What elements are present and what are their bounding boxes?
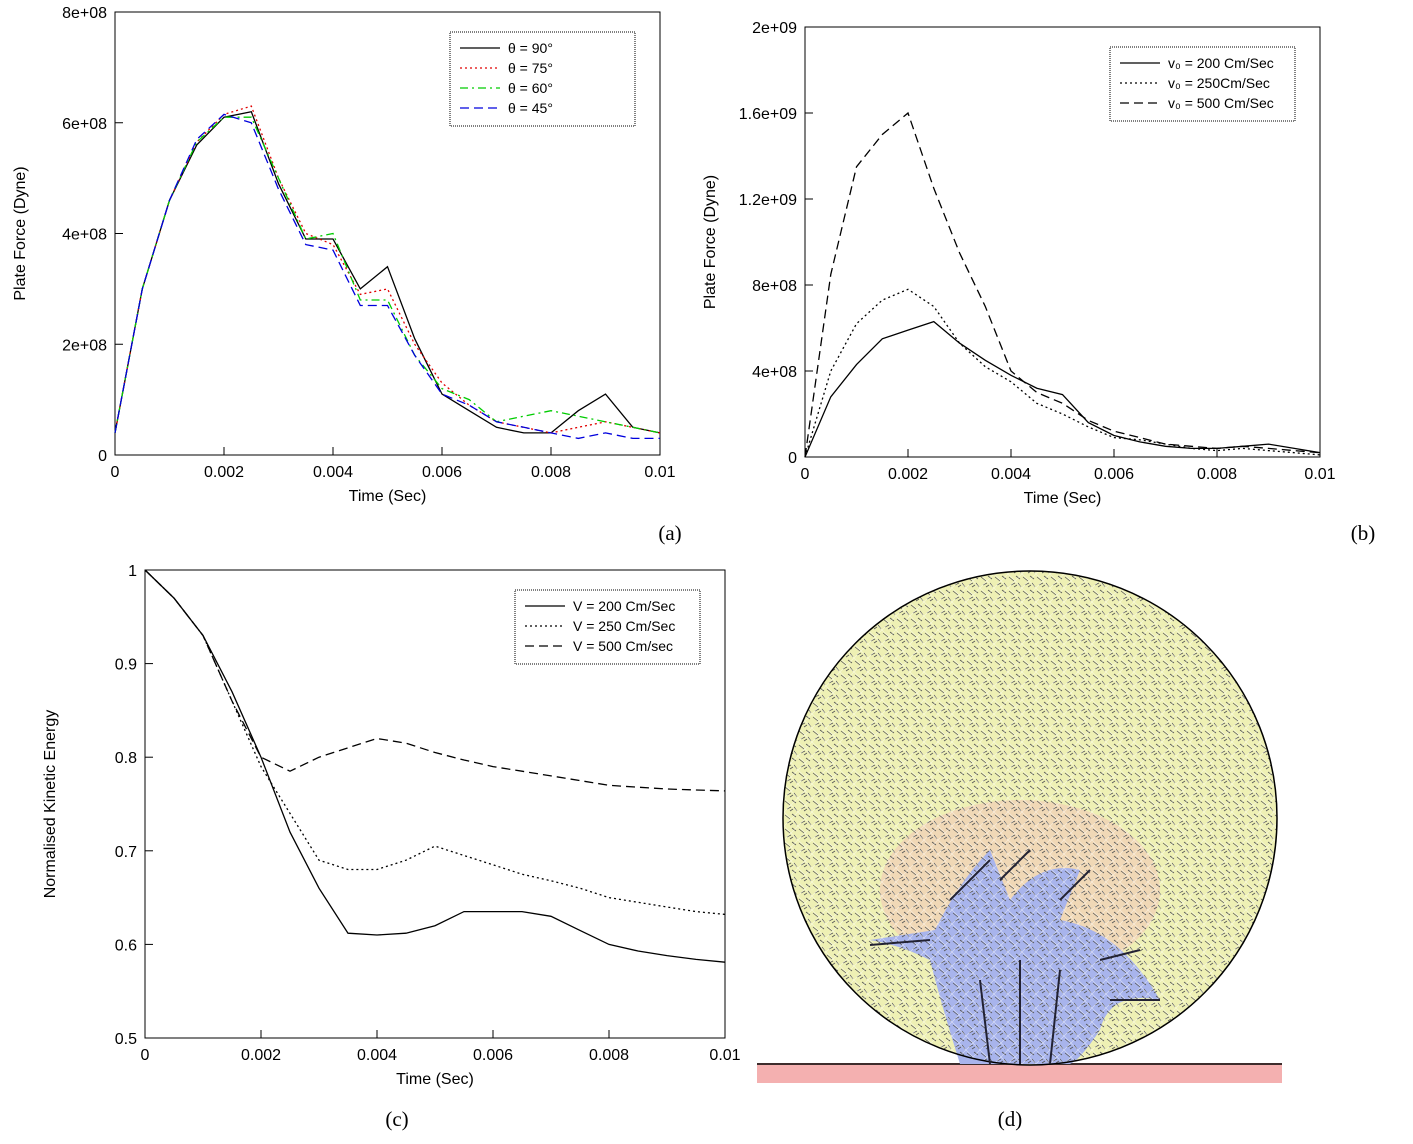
caption: (c)	[385, 1107, 408, 1131]
legend-label: v₀ = 200 Cm/Sec	[1168, 55, 1274, 71]
series-line	[114, 116, 661, 434]
legend-label: θ = 45°	[508, 100, 553, 116]
caption: (a)	[658, 521, 681, 545]
x-tick-label: 0.01	[709, 1047, 740, 1064]
cracks	[869, 849, 1160, 1065]
y-tick-label: 1	[128, 563, 137, 580]
y-tick-label: 4e+08	[62, 227, 107, 244]
x-tick-label: 0	[111, 464, 120, 481]
y-axis-label: Plate Force (Dyne)	[702, 175, 719, 309]
legend-label: v₀ = 250Cm/Sec	[1168, 75, 1270, 91]
series-line	[114, 110, 661, 434]
x-tick-label: 0.006	[1094, 466, 1134, 483]
x-tick-label: 0.01	[1304, 466, 1335, 483]
series-line	[144, 569, 726, 963]
series-line	[114, 113, 660, 440]
y-tick-label: 8e+08	[752, 278, 797, 295]
legend-label: θ = 60°	[508, 80, 553, 96]
series-line	[804, 288, 1321, 458]
legend-label: θ = 75°	[508, 60, 553, 76]
caption: (b)	[1351, 521, 1376, 545]
x-axis-label: Time (Sec)	[1024, 490, 1102, 507]
y-tick-label: 0	[788, 450, 797, 467]
x-tick-label: 0.008	[589, 1047, 629, 1064]
y-tick-label: 6e+08	[62, 116, 107, 133]
x-tick-label: 0.004	[357, 1047, 397, 1064]
x-tick-label: 0.002	[204, 464, 244, 481]
x-tick-label: 0.01	[644, 464, 675, 481]
plot-frame	[144, 569, 726, 1039]
disc-mesh	[782, 570, 1278, 1066]
y-tick-label: 0.9	[115, 657, 137, 674]
x-tick-label: 0.004	[313, 464, 353, 481]
legend-label: V = 500 Cm/sec	[573, 638, 673, 654]
legend-label: v₀ = 500 Cm/Sec	[1168, 95, 1274, 111]
legend-label: V = 250 Cm/Sec	[573, 618, 675, 634]
y-tick-label: 1.6e+09	[739, 106, 797, 123]
plate	[757, 1063, 1282, 1083]
x-tick-label: 0.008	[1197, 466, 1237, 483]
x-tick-label: 0.008	[531, 464, 571, 481]
y-tick-label: 0.7	[115, 844, 137, 861]
y-tick-label: 1.2e+09	[739, 192, 797, 209]
x-tick-label: 0.004	[991, 466, 1031, 483]
x-axis-label: Time (Sec)	[396, 1071, 474, 1088]
plot-frame	[804, 26, 1321, 458]
x-tick-label: 0.006	[473, 1047, 513, 1064]
y-axis-label: Plate Force (Dyne)	[12, 166, 29, 300]
x-tick-label: 0.006	[422, 464, 462, 481]
y-tick-label: 0.5	[115, 1031, 137, 1048]
y-axis-label: Normalised Kinetic Energy	[42, 710, 59, 899]
x-axis-label: Time (Sec)	[349, 488, 427, 505]
y-tick-label: 2e+09	[752, 20, 797, 37]
x-tick-label: 0.002	[241, 1047, 281, 1064]
legend-box	[1109, 46, 1296, 122]
series-line	[804, 320, 1321, 458]
series-line	[804, 111, 1321, 458]
legend-label: V = 200 Cm/Sec	[573, 598, 675, 614]
series-line	[144, 569, 726, 792]
x-tick-label: 0	[141, 1047, 150, 1064]
y-tick-label: 2e+08	[62, 337, 107, 354]
y-tick-label: 0.8	[115, 750, 137, 767]
series-line	[114, 105, 661, 434]
y-tick-label: 0.6	[115, 937, 137, 954]
panel-d-image	[757, 570, 1282, 1083]
caption: (d)	[998, 1107, 1023, 1131]
y-tick-label: 4e+08	[752, 364, 797, 381]
legend-box	[514, 589, 701, 665]
legend-label: θ = 90°	[508, 40, 553, 56]
y-tick-label: 0	[98, 448, 107, 465]
x-tick-label: 0.002	[888, 466, 928, 483]
y-tick-label: 8e+08	[62, 5, 107, 22]
x-tick-label: 0	[801, 466, 810, 483]
